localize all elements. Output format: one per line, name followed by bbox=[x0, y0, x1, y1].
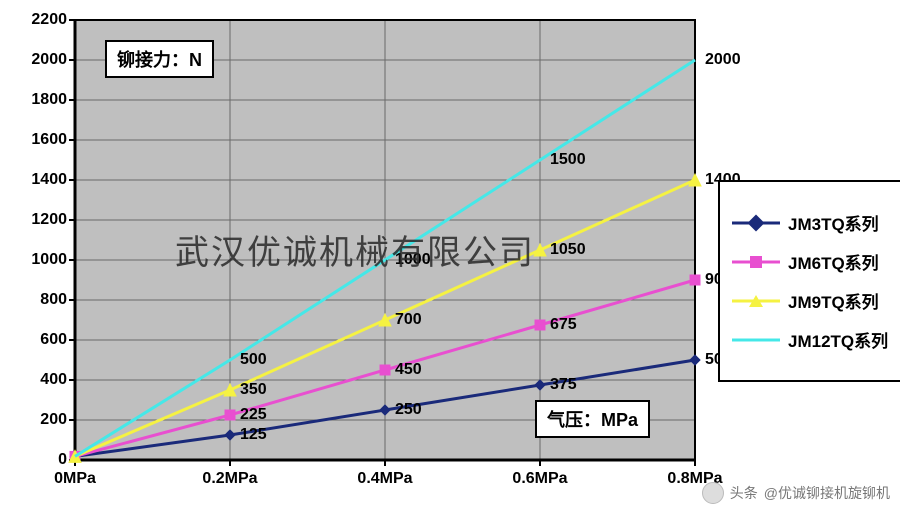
x-axis-label-text: 气压：MPa bbox=[547, 410, 638, 430]
data-point-label: 450 bbox=[395, 361, 422, 379]
y-tick-label: 1600 bbox=[7, 131, 67, 149]
data-point-label: 225 bbox=[240, 406, 267, 424]
attribution-name: @优诚铆接机旋铆机 bbox=[764, 483, 890, 503]
data-point-label: 350 bbox=[240, 381, 267, 399]
y-tick-label: 1000 bbox=[7, 251, 67, 269]
data-point-label: 125 bbox=[240, 426, 267, 444]
attribution-prefix: 头条 bbox=[730, 483, 758, 503]
data-point-label: 2000 bbox=[705, 51, 741, 69]
legend-swatch bbox=[732, 294, 780, 308]
legend: JM3TQ系列 JM6TQ系列 JM9TQ系列 JM12TQ系列 bbox=[718, 180, 900, 382]
data-point-label: 375 bbox=[550, 376, 577, 394]
y-tick-label: 600 bbox=[7, 331, 67, 349]
legend-label: JM3TQ系列 bbox=[788, 210, 879, 235]
data-point-label: 500 bbox=[240, 351, 267, 369]
avatar-icon bbox=[702, 482, 724, 504]
legend-swatch bbox=[732, 333, 780, 347]
data-point-label: 1000 bbox=[395, 251, 431, 269]
y-tick-label: 0 bbox=[7, 451, 67, 469]
legend-label: JM9TQ系列 bbox=[788, 288, 879, 313]
legend-swatch bbox=[732, 255, 780, 269]
data-point-label: 1050 bbox=[550, 241, 586, 259]
x-tick-label: 0MPa bbox=[54, 470, 96, 488]
legend-label: JM6TQ系列 bbox=[788, 249, 879, 274]
y-tick-label: 200 bbox=[7, 411, 67, 429]
y-axis-label-box: 铆接力：N bbox=[105, 40, 214, 78]
chart-stage: 0 200 400 600 800 1000 1200 1400 1600 1800 2000 220… bbox=[0, 0, 900, 510]
data-point-label: 1500 bbox=[550, 151, 586, 169]
legend-item: JM6TQ系列 bbox=[732, 249, 900, 274]
data-point-label: 700 bbox=[395, 311, 422, 329]
y-tick-label: 1800 bbox=[7, 91, 67, 109]
legend-label: JM12TQ系列 bbox=[788, 327, 888, 352]
x-tick-label: 0.4MPa bbox=[357, 470, 412, 488]
legend-item: JM12TQ系列 bbox=[732, 327, 900, 352]
y-tick-label: 2000 bbox=[7, 51, 67, 69]
legend-item: JM9TQ系列 bbox=[732, 288, 900, 313]
y-tick-label: 400 bbox=[7, 371, 67, 389]
y-axis-label-text: 铆接力：N bbox=[117, 50, 202, 70]
y-tick-label: 800 bbox=[7, 291, 67, 309]
x-tick-label: 0.2MPa bbox=[202, 470, 257, 488]
legend-swatch bbox=[732, 216, 780, 230]
x-axis-label-box: 气压：MPa bbox=[535, 400, 650, 438]
data-point-label: 675 bbox=[550, 316, 577, 334]
data-point-label: 250 bbox=[395, 401, 422, 419]
y-tick-label: 1200 bbox=[7, 211, 67, 229]
y-tick-label: 1400 bbox=[7, 171, 67, 189]
legend-item: JM3TQ系列 bbox=[732, 210, 900, 235]
attribution: 头条 @优诚铆接机旋铆机 bbox=[702, 482, 890, 504]
y-tick-label: 2200 bbox=[7, 11, 67, 29]
x-tick-label: 0.6MPa bbox=[512, 470, 567, 488]
